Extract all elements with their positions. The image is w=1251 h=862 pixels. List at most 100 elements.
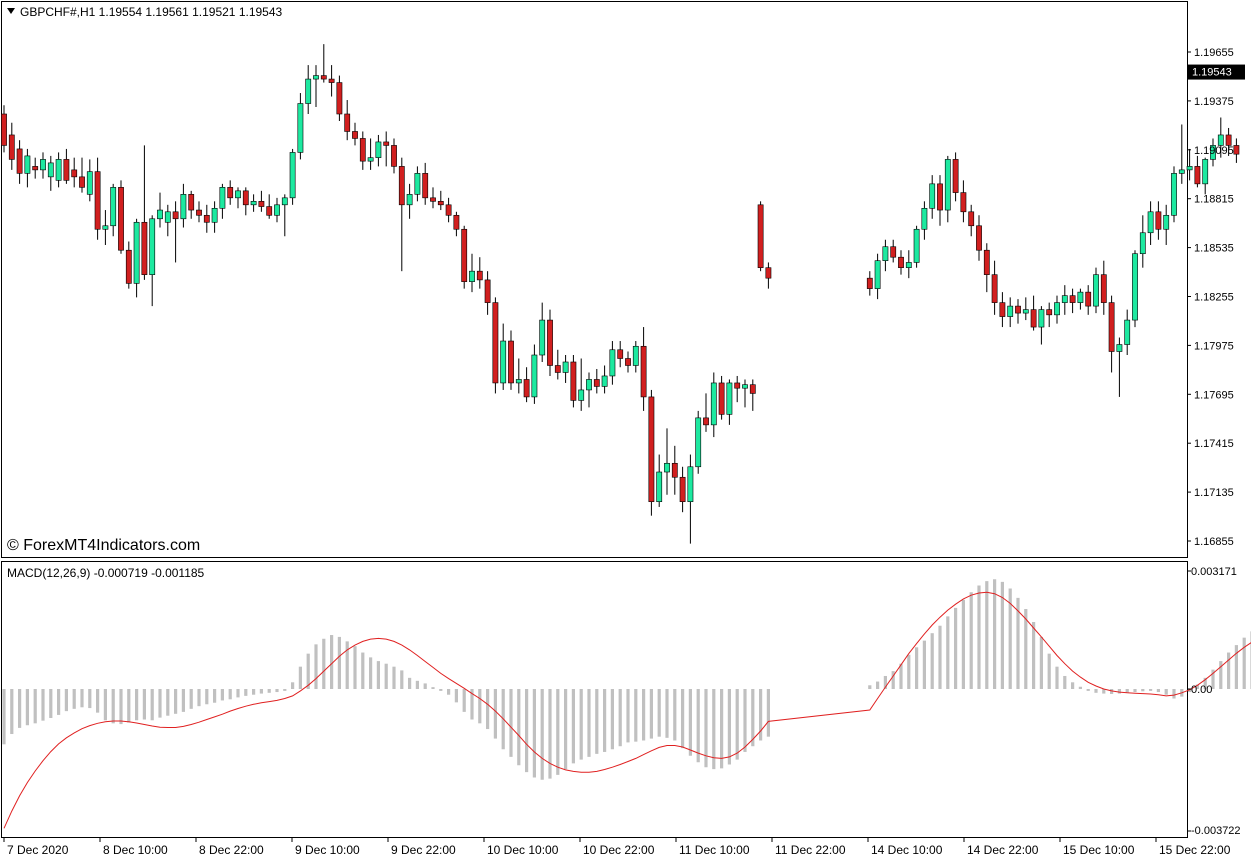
- candle-body-bear: [952, 159, 959, 193]
- candle: [952, 152, 959, 202]
- candle-body-bear: [890, 246, 897, 258]
- candle-body-bear: [679, 476, 686, 503]
- candle-body-bear: [593, 379, 600, 387]
- candle: [1124, 309, 1131, 356]
- candle: [1, 105, 7, 153]
- candle: [905, 250, 912, 279]
- time-axis[interactable]: 7 Dec 2020 8 Dec 10:00 8 Dec 22:00 9 Dec 10…: [3, 838, 1231, 857]
- price-axis[interactable]: 1.19655 1.19375 1.19095 1.18815 1.18535 1.182…: [1187, 47, 1234, 548]
- candle: [63, 148, 70, 184]
- candle-body-bull: [313, 75, 319, 80]
- candle-body-bear: [718, 382, 725, 415]
- candle-body-bull: [281, 197, 288, 206]
- candle: [1069, 288, 1076, 314]
- candle-body-bear: [445, 204, 452, 216]
- candle-body-bear: [63, 159, 70, 181]
- candle-body-bear: [437, 201, 444, 206]
- candle: [515, 358, 522, 394]
- candle-body-bear: [547, 319, 553, 366]
- candle-body-bear: [141, 221, 148, 275]
- candle: [1093, 267, 1099, 314]
- candle: [258, 190, 265, 212]
- indicator-window[interactable]: 0.003171 0.00 -0.003722 MACD(12,26,9) -0.0…: [1, 561, 1251, 838]
- candle-body-bear: [757, 204, 764, 268]
- candle-body-bear: [1046, 309, 1053, 316]
- candle-body-bear: [492, 302, 499, 384]
- candle: [40, 152, 46, 179]
- candle: [609, 341, 616, 385]
- candle: [734, 375, 741, 403]
- candle: [1163, 204, 1170, 245]
- indicator-tick-label: 0.00: [1191, 684, 1212, 696]
- candle-body-bear: [1225, 134, 1232, 146]
- candle: [742, 379, 748, 408]
- time-tick-label: 8 Dec 10:00: [103, 843, 168, 857]
- candle-body-bear: [937, 183, 943, 211]
- candle: [328, 65, 335, 97]
- collapse-triangle-icon[interactable]: [7, 8, 15, 14]
- candle: [687, 454, 694, 544]
- candle-body-bull: [632, 345, 639, 366]
- candle: [968, 204, 975, 237]
- candle: [453, 211, 460, 237]
- candle: [671, 445, 678, 495]
- candle-body-bull: [1210, 145, 1216, 160]
- candle: [1015, 299, 1021, 324]
- candle-body-bear: [430, 197, 436, 202]
- candle: [476, 257, 483, 289]
- candle: [164, 204, 171, 237]
- candle-body-bull: [133, 221, 140, 284]
- candle: [118, 180, 124, 254]
- candle: [757, 201, 764, 272]
- candle: [617, 341, 624, 368]
- candle-body-bull: [726, 382, 733, 415]
- current-price-label: 1.19543: [1192, 67, 1232, 79]
- candle: [710, 372, 717, 438]
- price-tick-label: 1.16855: [1194, 536, 1234, 548]
- candle-body-bear: [391, 145, 397, 167]
- candle-body-bull: [944, 159, 951, 211]
- candle: [484, 271, 491, 315]
- candle: [110, 183, 117, 237]
- candle-body-bull: [180, 194, 187, 220]
- main-chart-window[interactable]: 1.19655 1.19375 1.19095 1.18815 1.18535 1.182…: [1, 1, 1245, 558]
- indicator-axis[interactable]: 0.003171 0.00 -0.003722: [1187, 566, 1241, 837]
- candle: [406, 183, 413, 219]
- candle-body-bull: [1132, 253, 1138, 321]
- candle-body-bear: [1030, 309, 1037, 328]
- candle: [1022, 297, 1029, 321]
- candle: [445, 197, 452, 223]
- candle-body-bull: [102, 225, 109, 230]
- candle-body-bear: [999, 302, 1006, 317]
- candle: [913, 225, 920, 268]
- candle: [71, 157, 78, 188]
- candle: [55, 152, 62, 188]
- candle-body-bear: [32, 166, 39, 171]
- candle-body-bull: [1202, 159, 1209, 185]
- candle-body-bull: [367, 157, 374, 162]
- candle-body-bull: [1038, 309, 1045, 328]
- candle-body-bull: [578, 389, 585, 401]
- candle: [203, 204, 210, 233]
- candle-body-bull: [414, 173, 421, 195]
- candle: [679, 466, 686, 513]
- candle-body-bull: [1093, 274, 1099, 307]
- price-tick-label: 1.17415: [1194, 438, 1234, 450]
- candle-body-bull: [110, 187, 117, 227]
- candle: [1139, 215, 1146, 268]
- candle: [149, 215, 156, 307]
- candle-body-bull: [1116, 344, 1123, 352]
- candle-body-bear: [125, 249, 132, 284]
- candle: [1186, 148, 1193, 181]
- candle-body-bear: [866, 277, 873, 289]
- candle-body-bear: [617, 349, 624, 359]
- candle-body-bear: [352, 131, 358, 139]
- price-tick-label: 1.17975: [1194, 340, 1234, 352]
- candle-body-bear: [554, 365, 561, 373]
- candle: [562, 355, 569, 383]
- candle: [211, 201, 218, 233]
- candle: [336, 75, 343, 121]
- candle: [976, 215, 982, 261]
- candle-body-bear: [570, 361, 577, 401]
- macd-histogram: [2, 579, 1251, 780]
